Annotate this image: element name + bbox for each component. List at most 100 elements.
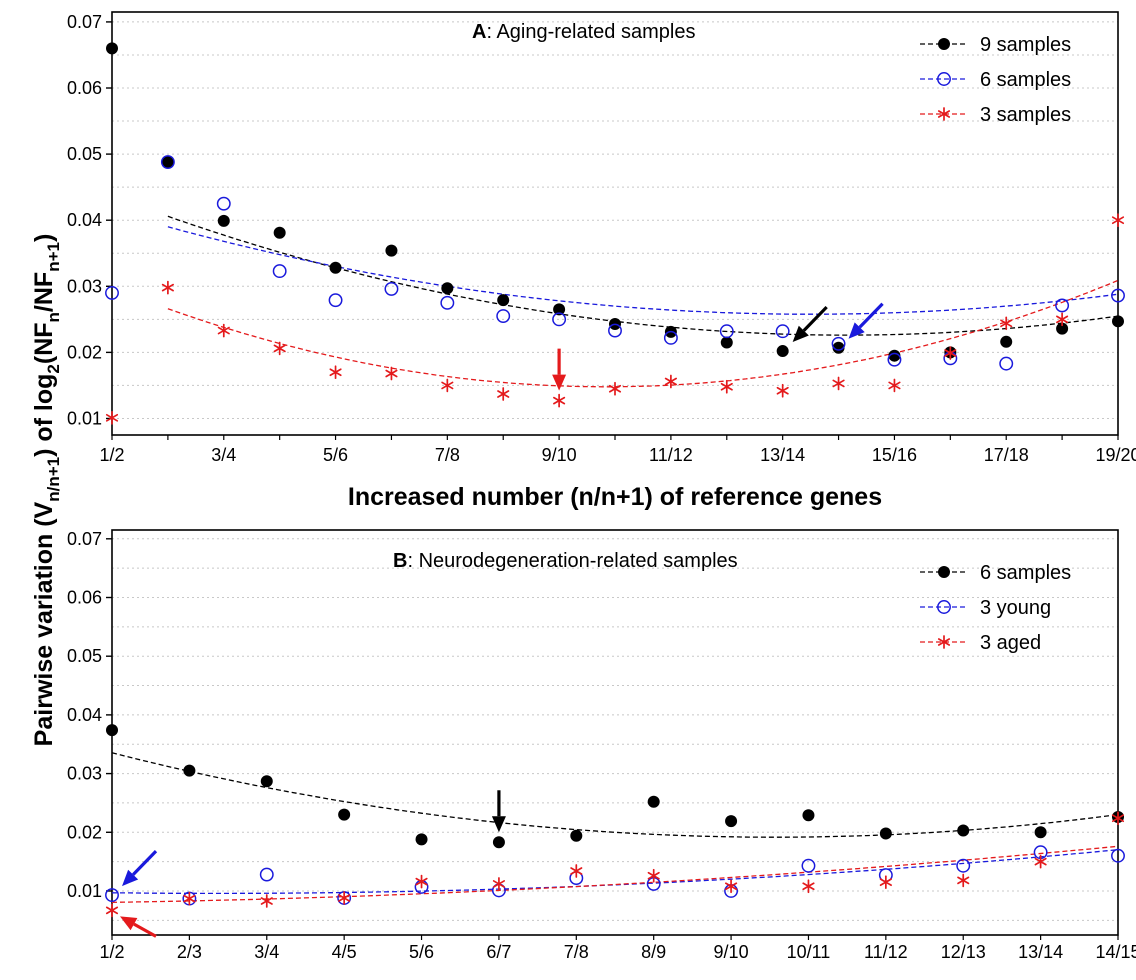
data-point: [887, 352, 902, 367]
data-point: [776, 383, 789, 398]
data-point: [552, 312, 567, 327]
data-point: [105, 285, 119, 300]
legend-label: 9 samples: [980, 34, 1071, 56]
annotation-arrow: [552, 348, 567, 391]
panel-a-legend: 9 samples 6 samples 3 samples: [920, 34, 1071, 126]
y-tick-label: 0.07: [67, 12, 102, 32]
panel-b-trend-lines: [111, 752, 1119, 904]
trend-line: [111, 845, 1119, 904]
data-point: [1111, 811, 1125, 826]
data-point: [1112, 315, 1124, 328]
x-tick-label: 15/16: [872, 445, 917, 465]
data-point: [106, 42, 118, 55]
y-tick-label: 0.01: [67, 881, 102, 901]
data-point: [440, 295, 455, 310]
data-point: [328, 293, 343, 308]
data-point: [553, 303, 566, 316]
legend-entry: 9 samples: [920, 34, 1071, 56]
data-point: [999, 356, 1014, 371]
data-point: [608, 381, 622, 396]
trend-line: [167, 215, 1119, 336]
panel-b-title: B: Neurodegeneration-related samples: [393, 550, 738, 572]
data-point: [496, 309, 511, 323]
legend-marker: [937, 72, 951, 86]
data-point: [879, 875, 892, 890]
panel-a-data-points: [105, 42, 1125, 425]
x-tick-label: 5/6: [323, 445, 348, 465]
data-point: [415, 833, 428, 846]
data-point: [105, 410, 119, 425]
data-point: [832, 341, 845, 354]
data-point: [259, 867, 274, 882]
panel-b-arrows: [120, 790, 506, 938]
data-point: [161, 280, 174, 295]
x-tick-label: 9/10: [542, 445, 577, 465]
legend-marker: [937, 600, 951, 614]
y-tick-label: 0.07: [67, 529, 102, 549]
x-tick-label: 13/14: [1018, 942, 1063, 962]
data-point: [183, 891, 196, 906]
data-point: [1111, 213, 1125, 228]
y-tick-label: 0.04: [67, 210, 102, 230]
annotation-arrow: [792, 305, 828, 343]
y-tick-label: 0.01: [67, 408, 102, 428]
data-point: [106, 724, 118, 737]
x-tick-label: 11/12: [864, 942, 908, 962]
x-tick-label: 2/3: [177, 942, 202, 962]
panel-a-plot-frame: [111, 11, 1119, 436]
data-point: [338, 808, 351, 821]
data-point: [570, 864, 583, 878]
data-point: [273, 341, 286, 356]
data-point: [664, 374, 677, 389]
x-tick-label: 1/2: [99, 942, 124, 962]
data-point: [775, 324, 790, 339]
x-tick-label: 6/7: [486, 942, 511, 962]
x-tick-label: 7/8: [435, 445, 460, 465]
data-point: [1055, 298, 1070, 313]
data-point: [802, 809, 815, 822]
data-point: [608, 323, 622, 338]
data-point: [879, 827, 892, 840]
x-tick-label: 14/15: [1095, 942, 1136, 962]
data-point: [492, 877, 505, 891]
data-point: [329, 261, 342, 274]
legend-marker: [938, 566, 950, 578]
y-axis-title: Pairwise variation (Vn/n+1) of log2(NFn/…: [30, 234, 63, 747]
legend-label: 3 aged: [980, 632, 1041, 654]
legend-label: 3 samples: [980, 104, 1071, 126]
panel-b-legend: 6 samples 3 young 3 aged: [920, 562, 1071, 654]
data-point: [183, 764, 196, 777]
data-point: [216, 196, 231, 211]
legend-marker: [938, 38, 950, 50]
data-point: [888, 378, 901, 393]
panel-a-x-ticks: 1/2 3/4 5/6 7/8 9/10 11/12 13/14 15/16 17/18 19/2…: [99, 435, 1136, 465]
trend-line: [111, 752, 1119, 838]
panel-a-arrows: [552, 302, 884, 391]
data-point: [888, 349, 901, 362]
legend-entry: 3 aged: [920, 632, 1041, 654]
data-point: [725, 879, 738, 894]
y-tick-label: 0.03: [67, 764, 102, 784]
x-tick-label: 10/11: [787, 942, 831, 962]
data-point: [1056, 312, 1069, 327]
y-tick-label: 0.02: [67, 342, 102, 362]
data-point: [492, 836, 505, 849]
data-point: [217, 323, 230, 338]
trend-line: [167, 226, 1119, 315]
data-point: [272, 264, 287, 279]
annotation-arrow: [848, 302, 884, 339]
data-point: [415, 874, 428, 889]
data-point: [273, 226, 286, 239]
x-tick-label: 4/5: [332, 942, 357, 962]
trend-line: [167, 279, 1119, 388]
data-point: [802, 879, 815, 894]
data-point: [441, 282, 454, 295]
data-point: [338, 891, 351, 905]
x-tick-label: 5/6: [409, 942, 434, 962]
panel-b-data-points: [105, 724, 1125, 918]
panel-b-plot-frame: [111, 529, 1119, 936]
annotation-arrow: [122, 849, 158, 887]
data-point: [663, 330, 678, 345]
panel-a-aging: 0.01 0.02 0.03 0.04 0.05 0.06 0.07 1/2 3/4 5/6 7/…: [67, 11, 1136, 511]
